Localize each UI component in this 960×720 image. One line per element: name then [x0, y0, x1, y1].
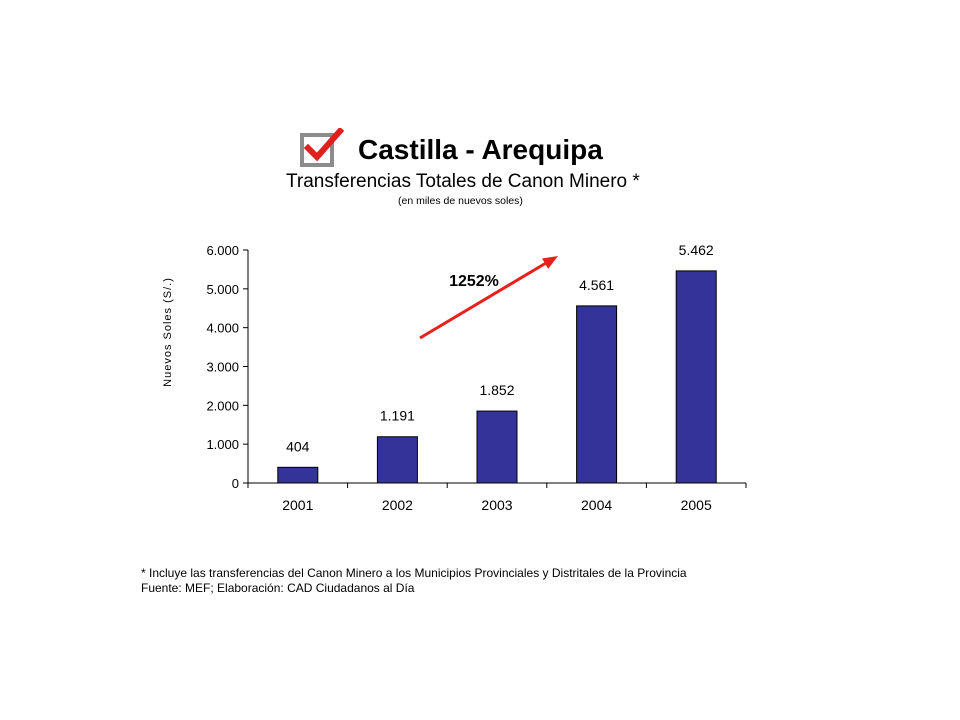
- data-label: 1.852: [479, 382, 514, 398]
- x-tick-label: 2001: [282, 497, 313, 513]
- page-subtitle: Transferencias Totales de Canon Minero *: [286, 171, 640, 192]
- data-label: 5.462: [679, 242, 714, 258]
- y-axis-label: Nuevos Soles (S/.): [162, 277, 174, 387]
- growth-annotation: 1252%: [419, 256, 558, 340]
- x-axis-ticks: 2001 2002 2003 2004 2005: [247, 483, 747, 513]
- checkbox-checked-icon: [300, 128, 345, 167]
- growth-annotation-label: 1252%: [449, 273, 499, 290]
- y-tick-label: 0: [232, 476, 239, 491]
- x-tick-label: 2002: [382, 497, 413, 513]
- y-tick-label: 1.000: [206, 437, 239, 452]
- units-note: (en miles de nuevos soles): [398, 195, 523, 207]
- data-label: 404: [286, 438, 310, 454]
- data-labels: 404 1.191 1.852 4.561 5.462: [286, 242, 714, 454]
- y-tick-label: 5.000: [206, 282, 239, 297]
- x-tick-label: 2003: [481, 497, 512, 513]
- notes-block: * Incluye las transferencias del Canon M…: [141, 566, 687, 596]
- footnote: * Incluye las transferencias del Canon M…: [141, 566, 687, 580]
- data-label: 4.561: [579, 277, 614, 293]
- x-tick-label: 2005: [681, 497, 712, 513]
- bar: [675, 270, 717, 484]
- y-tick-label: 4.000: [206, 321, 239, 336]
- y-tick-label: 2.000: [206, 398, 239, 413]
- growth-arrowhead: [542, 256, 558, 269]
- page-title: Castilla - Arequipa: [358, 134, 603, 165]
- y-tick-label: 3.000: [206, 360, 239, 375]
- y-tick-label: 6.000: [206, 243, 239, 258]
- bar: [376, 436, 418, 484]
- data-label: 1.191: [380, 408, 415, 424]
- bar: [277, 466, 319, 484]
- x-tick-label: 2004: [581, 497, 612, 513]
- y-axis-ticks: 0 1.000 2.000 3.000 4.000 5.000 6.000: [206, 243, 248, 491]
- bar-series: [277, 270, 717, 484]
- source-note: Fuente: MEF; Elaboración: CAD Ciudadanos…: [141, 581, 415, 595]
- bar: [476, 410, 518, 484]
- bar: [576, 305, 618, 484]
- growth-arrow: [419, 261, 547, 340]
